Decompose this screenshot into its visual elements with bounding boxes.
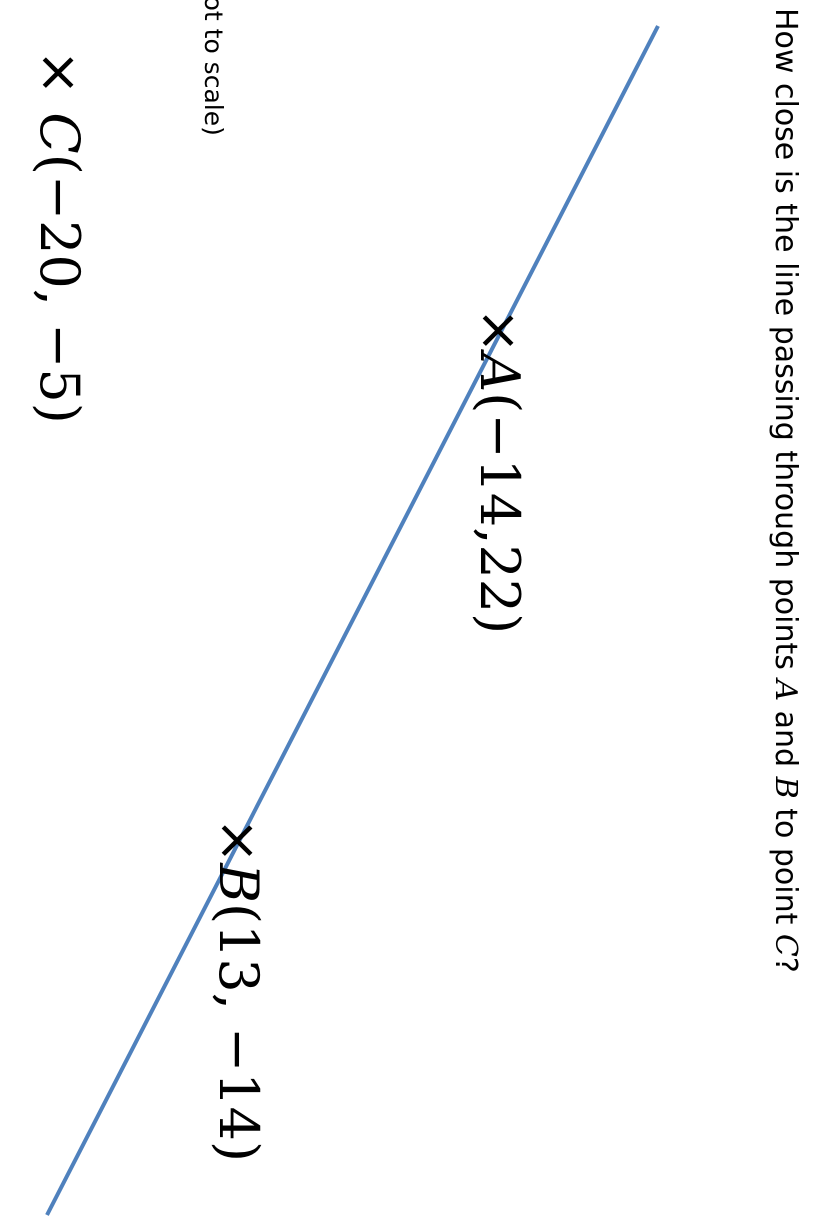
- point-b-label: ×B(13, −14): [207, 818, 270, 1163]
- cross-icon: ×: [28, 50, 91, 96]
- question-text: How close is the line passing through po…: [768, 8, 803, 973]
- line-through-a-and-b: [45, 25, 660, 1216]
- cross-icon: ×: [207, 818, 270, 864]
- point-a-label: ×A(−14,22): [468, 308, 531, 635]
- cross-icon: ×: [468, 308, 531, 354]
- point-c-label: × C(−20, −5): [28, 50, 91, 424]
- not-to-scale-note: (not to scale): [199, 0, 228, 136]
